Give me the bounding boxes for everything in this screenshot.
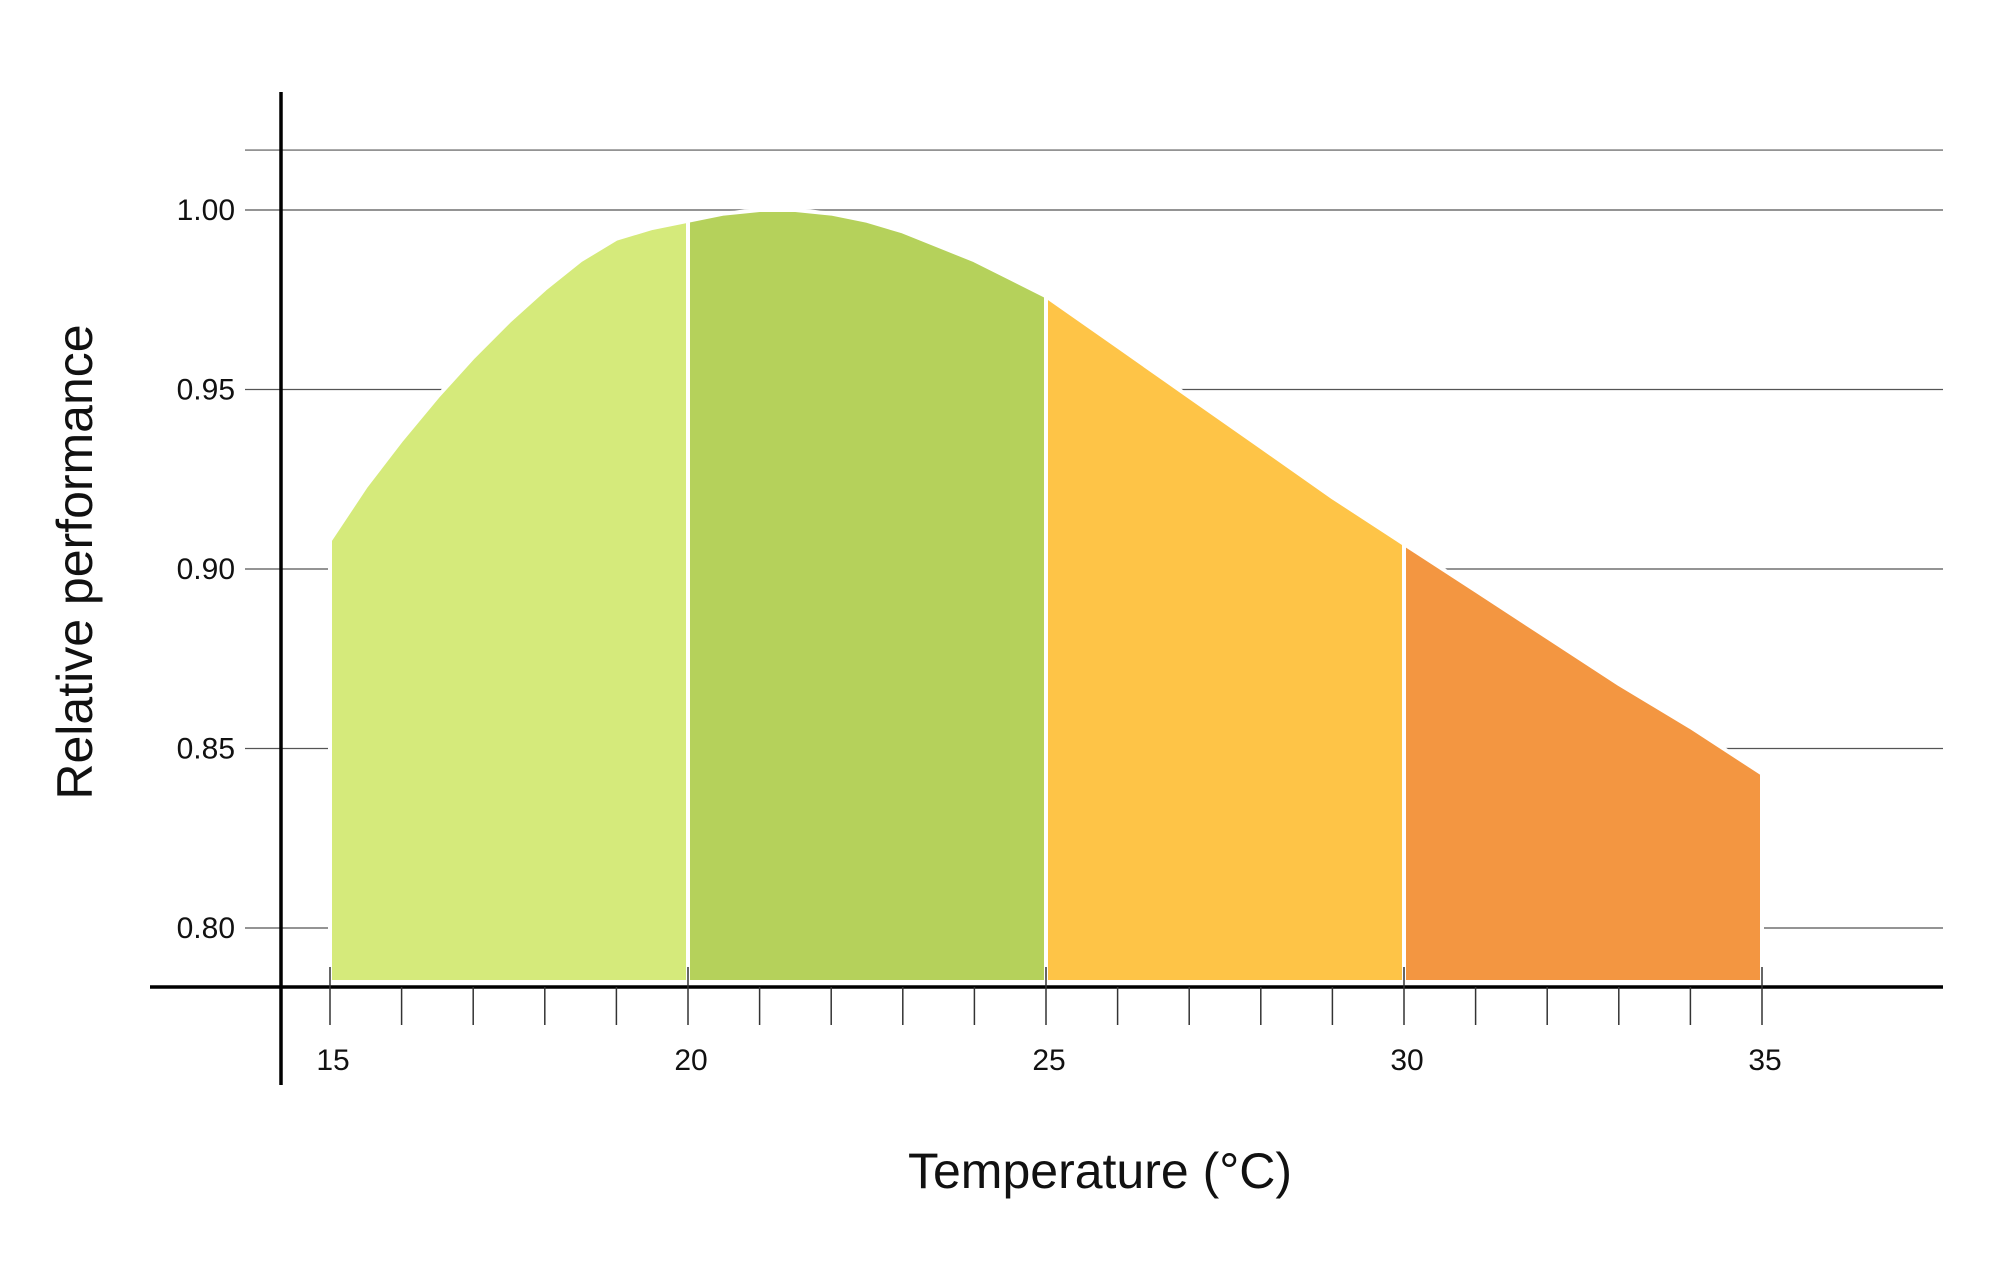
y-axis-title: Relative performance (47, 324, 103, 799)
axis-layer (150, 92, 1943, 1085)
x-axis-title: Temperature (°C) (908, 1143, 1292, 1199)
x-tick-label: 20 (674, 1044, 707, 1077)
x-tick-label: 25 (1032, 1044, 1065, 1077)
y-tick-label: 0.90 (177, 553, 235, 586)
x-tick-label: 30 (1390, 1044, 1423, 1077)
temperature-band-3 (1044, 292, 1406, 984)
x-tick-label: 35 (1748, 1044, 1781, 1077)
y-tick-label: 1.00 (177, 194, 235, 227)
label-layer: 15 20 25 30 35 0.80 0.85 0.90 0.95 1.00 (177, 194, 1782, 1077)
y-tick-label: 0.95 (177, 374, 235, 407)
band-layer (328, 208, 1764, 984)
temperature-band-1 (328, 218, 690, 984)
x-tick-label: 15 (316, 1044, 349, 1077)
temperature-band-4 (1402, 540, 1764, 984)
temperature-band-2 (686, 208, 1048, 984)
y-tick-label: 0.85 (177, 733, 235, 766)
y-tick-label: 0.80 (177, 912, 235, 945)
